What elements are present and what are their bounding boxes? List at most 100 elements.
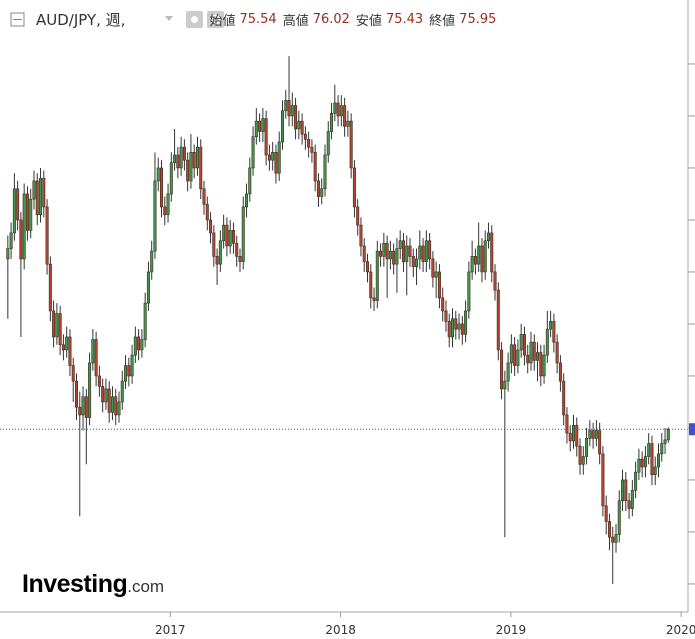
candle-body <box>235 243 239 257</box>
candle-body <box>607 521 611 538</box>
settings-icon[interactable] <box>207 11 224 28</box>
candle-body <box>238 256 242 262</box>
candle-body <box>326 131 330 156</box>
candle-body <box>431 258 435 278</box>
candle-body <box>114 396 118 416</box>
candle-body <box>637 458 641 473</box>
candle-body <box>555 341 559 364</box>
candle-body <box>88 362 92 418</box>
candle-body <box>330 113 334 132</box>
candle-body <box>261 118 265 132</box>
candle-body <box>346 120 350 127</box>
candle-body <box>467 271 471 312</box>
candle-body <box>107 388 111 413</box>
candle-body <box>437 271 441 299</box>
x-tick-label: 2017 <box>155 623 186 637</box>
candle-body <box>71 365 75 382</box>
candle-body <box>464 310 468 335</box>
candle-body <box>490 232 494 273</box>
candle-body <box>549 321 553 330</box>
candle-body <box>333 102 337 114</box>
candle-body <box>372 297 376 301</box>
candle-body <box>222 224 226 242</box>
candle-body <box>290 105 294 117</box>
candle-body <box>61 344 65 351</box>
candle-body <box>486 232 490 242</box>
candle-body <box>643 456 647 468</box>
candle-body <box>137 336 141 351</box>
candle-body <box>280 110 284 143</box>
candle-body <box>12 188 16 234</box>
candle-body <box>179 146 183 169</box>
candle-body <box>120 380 124 403</box>
candle-body <box>434 271 438 278</box>
dropdown-arrow[interactable] <box>165 16 173 21</box>
candle-body <box>16 188 20 221</box>
candle-body <box>143 302 147 340</box>
ohlc-label: 安値 <box>355 13 382 29</box>
candle-body <box>84 396 88 418</box>
candle-body <box>585 438 589 457</box>
header: AUD/JPY, 週, 始値 75.54 高値 76.02 安値 75.43 終値 75.95 <box>0 8 496 30</box>
candle-body <box>509 344 513 364</box>
candle-body <box>74 380 78 408</box>
ohlc-value: 75.43 <box>385 11 424 27</box>
candle-body <box>258 120 262 132</box>
candle-body <box>604 505 608 522</box>
candle-body <box>503 380 507 390</box>
candle-body <box>460 323 464 335</box>
candle-body <box>150 250 154 273</box>
candle-body <box>454 318 458 330</box>
candle-body <box>611 536 615 543</box>
candle-body <box>303 133 307 140</box>
x-tick-label: 2020 <box>666 623 695 637</box>
candle-body <box>650 443 654 476</box>
candle-body <box>176 154 180 169</box>
candle-body <box>39 178 43 216</box>
candle-body <box>6 248 10 260</box>
collapse-icon[interactable] <box>10 12 25 27</box>
candle-body <box>251 136 255 169</box>
candle-body <box>532 341 536 361</box>
candle-body <box>581 456 585 465</box>
candle-body <box>480 245 484 273</box>
candle-body <box>519 334 523 351</box>
candle-body <box>375 250 379 301</box>
symbol-title: AUD/JPY, 週, <box>36 10 126 29</box>
candle-body <box>336 102 340 117</box>
candle-body <box>617 500 621 535</box>
candle-body <box>68 336 72 366</box>
candle-body <box>81 396 85 416</box>
candle-body <box>271 152 275 161</box>
candle-body <box>133 336 137 356</box>
candle-body <box>316 180 320 197</box>
candle-body <box>356 206 360 226</box>
candle-body <box>267 154 271 161</box>
candle-body <box>506 362 510 382</box>
candle-body <box>395 248 399 265</box>
candle-body <box>45 206 49 265</box>
candle-body <box>411 256 415 268</box>
candle-body <box>173 154 177 164</box>
candle-body <box>153 180 157 252</box>
candle-body <box>42 178 46 208</box>
candle-body <box>457 323 461 330</box>
candle-body <box>310 146 314 153</box>
candle-body <box>287 100 291 117</box>
candle-body <box>52 310 56 338</box>
candle-body <box>516 349 520 366</box>
candle-body <box>588 430 592 439</box>
candle-body <box>447 321 451 338</box>
candle-body <box>444 310 448 322</box>
candle-body <box>451 318 455 338</box>
candle-body <box>323 154 327 190</box>
candle-body <box>65 336 69 351</box>
ohlc-value: 75.95 <box>459 11 497 27</box>
candle-body <box>169 162 173 195</box>
candle-body <box>245 193 249 208</box>
candle-body <box>117 401 121 416</box>
candle-body <box>529 341 533 364</box>
candle-body <box>94 339 98 377</box>
candle-body <box>483 240 487 273</box>
